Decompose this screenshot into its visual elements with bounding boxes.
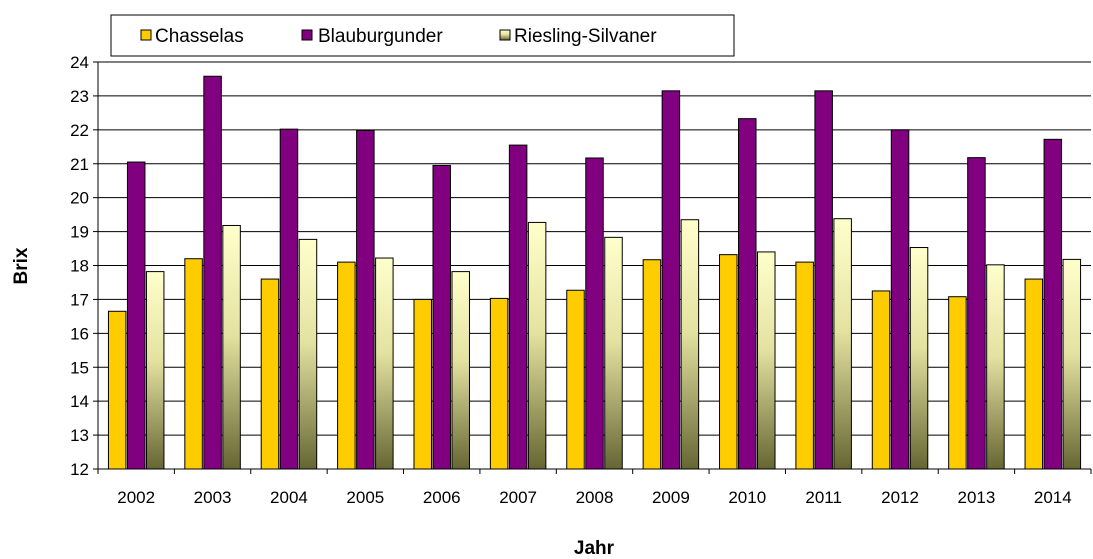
legend-label-riesling-silvaner: Riesling-Silvaner	[514, 26, 657, 47]
bar-riesling-silvaner-2002	[145, 271, 165, 470]
y-tick-label: 19	[70, 223, 89, 242]
x-tick-label: 2004	[270, 488, 308, 507]
bar-chasselas-2008	[566, 289, 585, 470]
bar-blauburgunder-2006	[432, 164, 451, 470]
bar-riesling-silvaner-2003	[222, 224, 241, 470]
x-tick-label: 2005	[346, 488, 384, 507]
x-tick-label: 2009	[652, 488, 690, 507]
x-tick-labels: 2002 2003 2004 2005 2006 2007 2008 2009 2010 2011…	[117, 488, 1071, 507]
x-tick-label: 2008	[576, 488, 614, 507]
y-tick-labels: 12 13 14 15 16 17 18 19 20 21 22 23 24	[70, 53, 89, 479]
bar-riesling-silvaner-2006	[451, 271, 470, 470]
bar-blauburgunder-2014	[1043, 138, 1063, 470]
bar-riesling-silvaner-2005	[375, 257, 394, 470]
bar-chasselas-2009	[642, 259, 662, 470]
bar-blauburgunder-2007	[508, 144, 528, 470]
bar-chasselas-2013	[948, 296, 967, 470]
y-tick-label: 16	[70, 324, 89, 343]
x-tick-label: 2003	[194, 488, 232, 507]
y-tick-label: 13	[70, 426, 89, 445]
x-tick-label: 2010	[728, 488, 766, 507]
x-axis-title: Jahr	[574, 538, 615, 559]
bar-riesling-silvaner-2011	[833, 218, 852, 470]
bar-blauburgunder-2012	[890, 129, 910, 470]
y-tick-label: 23	[70, 87, 89, 106]
legend-swatch-chasselas	[140, 29, 152, 41]
bar-blauburgunder-2002	[126, 161, 146, 470]
y-tick-label: 21	[70, 155, 89, 174]
x-tick-label: 2006	[423, 488, 461, 507]
y-tick-label: 22	[70, 121, 89, 140]
bar-riesling-silvaner-2010	[757, 251, 776, 470]
bar-blauburgunder-2004	[279, 128, 299, 470]
bar-riesling-silvaner-2014	[1062, 258, 1082, 470]
bar-chasselas-2007	[489, 297, 509, 470]
bar-blauburgunder-2013	[967, 157, 986, 470]
bar-blauburgunder-2008	[585, 157, 604, 470]
bar-chasselas-2004	[260, 278, 280, 470]
bar-riesling-silvaner-2013	[986, 264, 1005, 470]
bar-blauburgunder-2005	[356, 130, 375, 470]
x-tick-label: 2012	[881, 488, 919, 507]
legend-swatch-blauburgunder	[301, 29, 313, 41]
legend-box	[110, 14, 735, 57]
y-tick-label: 18	[70, 257, 89, 276]
legend-swatch-riesling-silvaner	[499, 29, 511, 41]
bar-chasselas-2014	[1024, 278, 1044, 470]
bars	[107, 75, 1082, 470]
y-tick-label: 24	[70, 53, 89, 72]
legend-label-chasselas: Chasselas	[155, 26, 244, 47]
bar-blauburgunder-2009	[661, 90, 681, 470]
x-tick-label: 2007	[499, 488, 537, 507]
bar-blauburgunder-2003	[203, 75, 222, 470]
legend: Chasselas Blauburgunder Riesling-Silvane…	[110, 14, 735, 57]
bar-chasselas-2006	[413, 298, 432, 470]
bar-blauburgunder-2011	[814, 90, 833, 470]
bar-riesling-silvaner-2007	[527, 221, 547, 470]
bar-chasselas-2011	[795, 261, 814, 470]
legend-label-blauburgunder: Blauburgunder	[318, 26, 443, 47]
y-axis-title: Brix	[11, 247, 32, 284]
y-tick-label: 14	[70, 392, 89, 411]
bar-riesling-silvaner-2008	[604, 236, 623, 470]
y-tick-label: 17	[70, 290, 89, 309]
x-tick-label: 2011	[805, 488, 842, 507]
bar-chasselas-2010	[719, 254, 738, 470]
x-tick-label: 2014	[1034, 488, 1072, 507]
bar-chasselas-2005	[337, 261, 356, 470]
y-tick-label: 15	[70, 358, 89, 377]
x-tick-label: 2002	[117, 488, 155, 507]
x-tick-label: 2013	[958, 488, 996, 507]
bar-chasselas-2003	[184, 258, 203, 470]
bar-riesling-silvaner-2009	[680, 219, 700, 470]
y-tick-label: 12	[70, 460, 89, 479]
bar-chasselas-2002	[107, 310, 127, 470]
bar-blauburgunder-2010	[738, 118, 757, 470]
y-tick-label: 20	[70, 189, 89, 208]
axes	[93, 61, 1092, 474]
bar-chasselas-2012	[871, 290, 891, 470]
bar-riesling-silvaner-2004	[298, 238, 318, 470]
bar-riesling-silvaner-2012	[909, 247, 929, 470]
